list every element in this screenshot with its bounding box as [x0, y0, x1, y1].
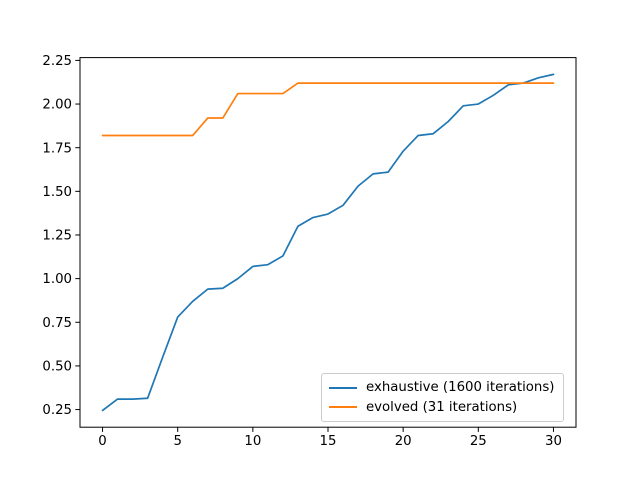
y-tick-label: 2.25 [42, 54, 72, 69]
legend-item-exhaustive: exhaustive (1600 iterations) [329, 378, 554, 398]
y-tick-label: 0.25 [42, 403, 72, 418]
y-tick-label: 0.50 [42, 360, 72, 375]
legend-line-sample-evolved [329, 406, 357, 409]
series-line-exhaustive [101, 73, 555, 412]
legend-line-sample-exhaustive [329, 386, 357, 389]
y-tick-label: 2.00 [42, 98, 72, 113]
legend: exhaustive (1600 iterations) evolved (31… [321, 373, 565, 422]
y-tick-label: 1.75 [42, 141, 72, 156]
y-tick-label: 1.50 [42, 185, 72, 200]
legend-label-exhaustive: exhaustive (1600 iterations) [366, 380, 555, 396]
series-line-evolved [101, 82, 555, 137]
y-tick-label: 1.00 [42, 272, 72, 287]
x-tick-label: 30 [545, 434, 562, 449]
x-tick-label: 15 [320, 434, 337, 449]
x-tick-label: 5 [173, 434, 181, 449]
x-tick-label: 20 [395, 434, 412, 449]
y-tick-label: 0.75 [42, 316, 72, 331]
x-tick-label: 25 [470, 434, 487, 449]
x-tick-label: 0 [98, 434, 106, 449]
legend-item-evolved: evolved (31 iterations) [329, 398, 554, 418]
legend-label-evolved: evolved (31 iterations) [366, 399, 518, 415]
y-tick-label: 1.25 [42, 229, 72, 244]
axes-spines [79, 57, 577, 428]
x-tick-label: 10 [244, 434, 261, 449]
